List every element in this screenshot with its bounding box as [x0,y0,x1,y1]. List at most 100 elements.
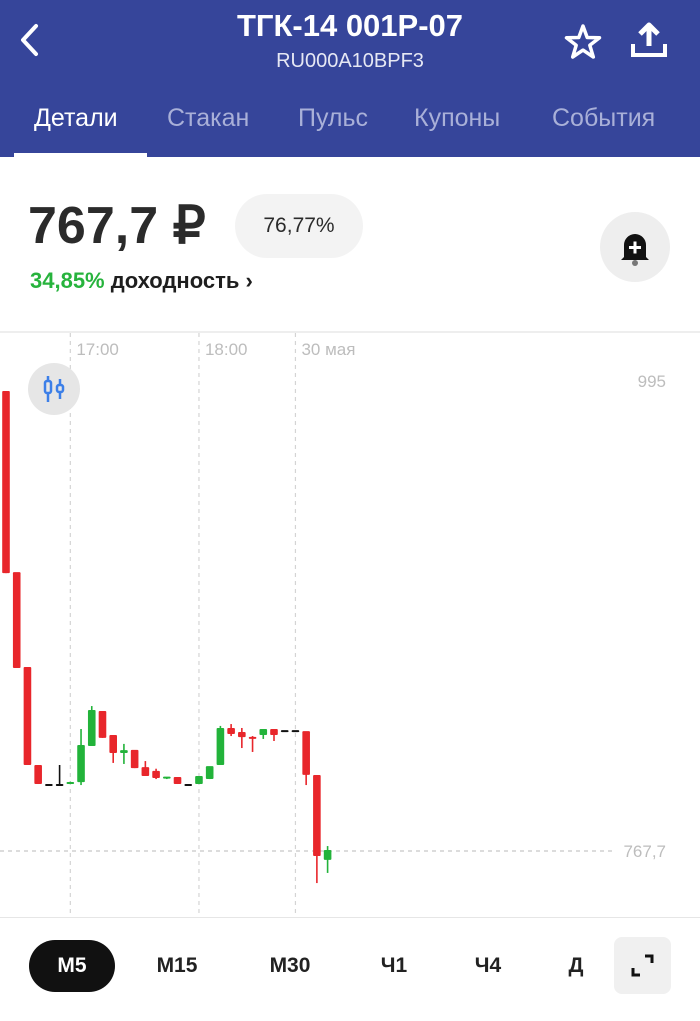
share-icon[interactable] [629,20,669,60]
candle-body [291,730,300,733]
candle-body [120,750,128,754]
candle [216,725,225,765]
candle-body [12,572,21,669]
candle [66,781,75,785]
candle [2,390,10,574]
timeframe-h1[interactable]: Ч1 [380,954,408,977]
candle [152,768,160,780]
timeframe-m30[interactable]: М30 [269,954,311,977]
divider [0,917,700,918]
candle-body [227,728,235,734]
add-alert-button[interactable] [600,212,670,282]
candle-body [23,667,32,765]
tab-details[interactable]: Детали [34,104,118,132]
active-tab-indicator [14,153,147,157]
candle-body [173,777,182,785]
timeframe-m5[interactable]: М5 [29,940,115,992]
candle [77,729,85,786]
candle-body [270,729,278,736]
y-axis-label: 995 [638,372,666,391]
yield-value: 34,85% [30,268,105,293]
candle-body [2,390,10,574]
candle-body [302,731,310,775]
candle-body [195,775,203,785]
candle-body [77,744,85,783]
isin-code: RU000A10BPF3 [276,50,424,72]
tab-events[interactable]: События [552,104,656,132]
expand-chart-button[interactable] [614,937,671,994]
candle [23,667,32,765]
candle-body [280,730,289,733]
candle [87,706,96,746]
candlestick-icon [43,376,65,402]
candle [259,729,268,739]
candle [280,730,289,733]
candle [184,784,193,787]
app-header: ТГК-14 001Р-07 RU000A10BPF3 Детали Стака… [0,0,700,157]
tab-bar: Детали Стакан Пульс Купоны События [0,100,700,157]
candle-body [109,735,117,754]
expand-icon [631,954,654,977]
divider [0,331,700,333]
candle [173,777,182,785]
y-axis-label: 767,7 [623,842,666,861]
timeframe-h4[interactable]: Ч4 [474,954,502,977]
candle-body [313,774,321,856]
candle-body [259,729,268,736]
timeframe-day[interactable]: Д [568,954,584,977]
chart-type-button[interactable] [28,363,80,415]
timeframe-m15[interactable]: М15 [156,954,198,977]
candle-body [152,770,160,779]
candle [98,711,107,738]
candle [163,776,171,780]
candle [248,736,257,752]
candle-body [163,776,171,779]
candle [302,731,310,786]
back-icon[interactable] [14,20,46,60]
candle-body [34,765,42,785]
candle [45,784,53,787]
star-icon[interactable] [563,22,603,62]
x-tick-label: 18:00 [205,340,248,359]
yield-link[interactable]: 34,85% доходность › [30,268,253,294]
bell-plus-icon [621,234,649,266]
current-price: 767,7 ₽ [28,197,206,255]
candle [227,724,235,737]
candle [12,572,21,669]
candle [270,729,278,742]
candle [34,765,42,785]
price-chart[interactable]: 17:00 18:00 30 мая 995 767,7 [0,333,700,917]
candle-body [45,784,53,787]
tab-order-book[interactable]: Стакан [167,104,250,132]
page-title: ТГК-14 001Р-07 [236,8,464,43]
candle [195,775,203,785]
tab-pulse[interactable]: Пульс [298,104,369,132]
x-tick-label: 17:00 [76,340,119,359]
candle-body [66,781,75,784]
tab-coupons[interactable]: Купоны [414,104,501,132]
candle [313,774,321,884]
candle-body [216,728,225,765]
candle [205,766,214,780]
candle-body [98,711,107,738]
candle-body [87,710,96,746]
candle-body [238,731,246,738]
candle [238,727,246,749]
candle [291,730,300,733]
candle [323,846,332,873]
candle [109,735,117,763]
candle [130,749,139,769]
percent-of-nominal-chip[interactable]: 76,77% [235,194,363,258]
candle-body [55,784,64,787]
candle-body [130,749,139,769]
yield-label: доходность › [110,268,253,293]
candle-body [248,736,257,739]
candle [55,764,64,787]
candle-body [205,766,214,780]
candle-body [184,784,193,787]
candle [141,761,150,776]
candle [120,743,128,764]
candle-body [141,767,150,776]
x-tick-label: 30 мая [301,340,355,359]
candle-body [323,850,332,860]
